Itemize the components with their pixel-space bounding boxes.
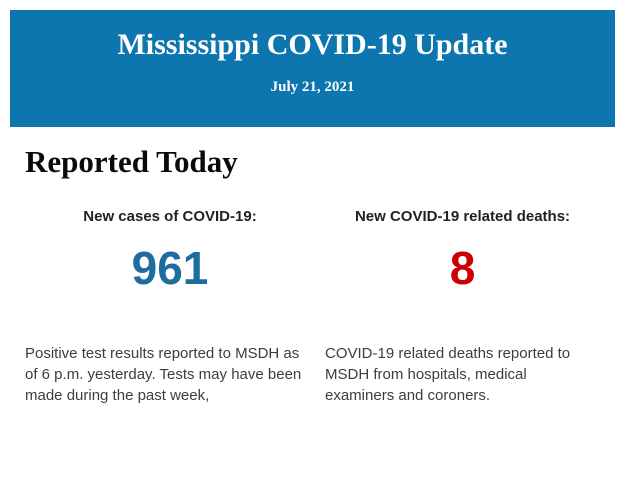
deaths-column: New COVID-19 related deaths: 8 COVID-19 … [325,208,600,406]
main-content: Reported Today New cases of COVID-19: 96… [0,127,620,406]
cases-description: Positive test results reported to MSDH a… [25,345,302,404]
header-banner: Mississippi COVID-19 Update July 21, 202… [10,10,615,127]
newsletter-date: July 21, 2021 [270,79,355,95]
newsletter-title: Mississippi COVID-19 Update [117,28,508,61]
cases-column: New cases of COVID-19: 961 Positive test… [25,208,315,406]
deaths-description: COVID-19 related deaths reported to MSDH… [325,345,571,404]
cases-label: New cases of COVID-19: [83,208,257,225]
section-heading: Reported Today [25,144,238,179]
deaths-value: 8 [449,242,476,294]
cases-value: 961 [131,242,209,294]
stats-grid: New cases of COVID-19: 961 Positive test… [25,208,600,406]
deaths-label: New COVID-19 related deaths: [354,208,571,225]
